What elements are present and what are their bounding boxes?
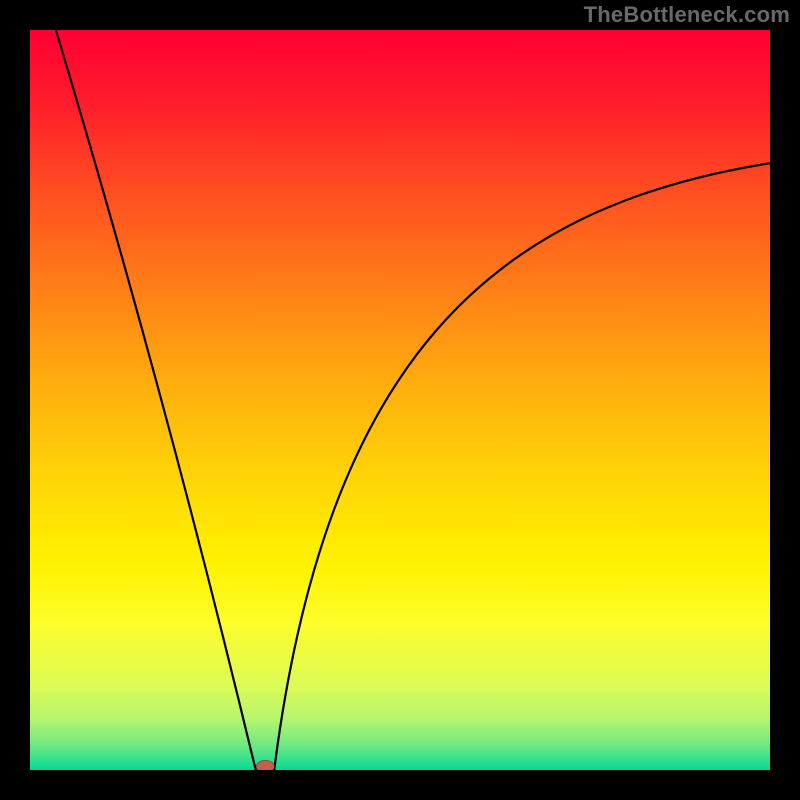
gradient-background: [30, 30, 770, 770]
chart-frame: TheBottleneck.com: [0, 0, 800, 800]
plot-area: [30, 30, 770, 770]
minimum-marker: [256, 760, 274, 770]
watermark-text: TheBottleneck.com: [584, 2, 790, 28]
bottleneck-curve-chart: [30, 30, 770, 770]
